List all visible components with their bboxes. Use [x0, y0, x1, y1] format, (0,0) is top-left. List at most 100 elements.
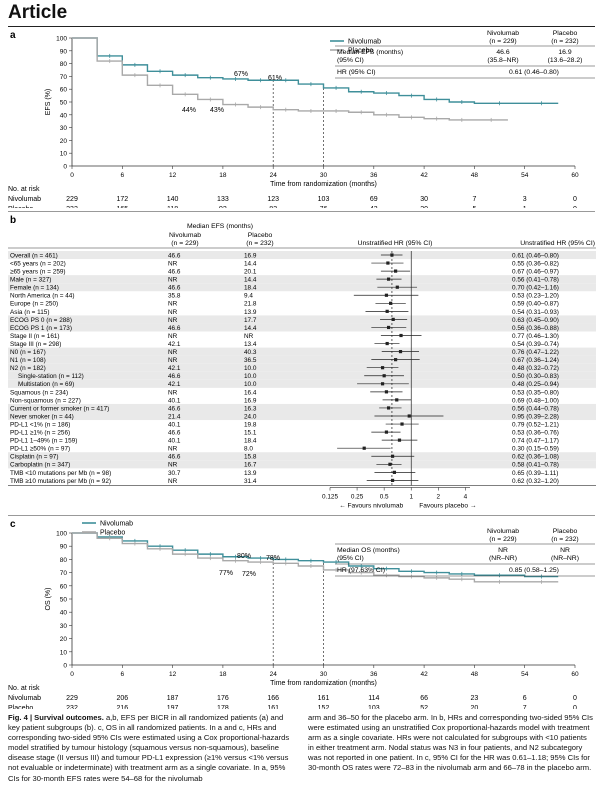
- subgroup-label: Single-station (n = 112): [18, 373, 84, 380]
- y-tick-label: 40: [60, 610, 68, 617]
- hr-value: 0.74 (0.47–1.17): [512, 438, 559, 445]
- hr-value: 0.53 (0.36–0.76): [512, 430, 559, 437]
- hr-point: [380, 382, 385, 386]
- risk-value-placebo: 232: [66, 206, 78, 208]
- risk-value-placebo: 178: [217, 705, 229, 709]
- hr-value: 0.48 (0.25–0.94): [512, 381, 559, 388]
- median-placebo: 14.4: [244, 325, 257, 332]
- median-placebo: 16.3: [244, 405, 257, 412]
- risk-value-placebo: 197: [167, 705, 179, 709]
- hr-value: 0.76 (0.47–1.22): [512, 349, 559, 356]
- risk-value-nivolumab: 140: [167, 196, 179, 203]
- subgroup-label: N0 (n = 167): [10, 349, 46, 356]
- risk-value-placebo: 103: [368, 705, 380, 709]
- median-nivolumab: 42.1: [168, 365, 181, 372]
- table-col-pbo-n: (n = 232): [551, 536, 578, 543]
- median-placebo: 40.3: [244, 349, 257, 356]
- median-placebo: 24.0: [244, 413, 257, 420]
- y-tick-label: 20: [60, 138, 68, 145]
- x-tick-label: 60: [571, 172, 579, 179]
- x-tick-label: 30: [320, 671, 328, 678]
- caption-text-1: a,b, EFS per BICR in all randomized pati…: [8, 713, 290, 783]
- table-row1-nivo: NR: [498, 547, 508, 554]
- y-tick-label: 20: [60, 636, 68, 643]
- median-nivolumab: NR: [168, 446, 178, 453]
- hr-value: 0.77 (0.46–1.30): [512, 333, 559, 340]
- forest-x-tick-label: 0.125: [322, 493, 338, 500]
- median-nivolumab: NR: [168, 260, 178, 267]
- median-nivolumab: 42.1: [168, 381, 181, 388]
- hr-point: [362, 446, 366, 450]
- x-tick-label: 6: [120, 671, 124, 678]
- figure-caption: Fig. 4 | Survival outcomes. a,b, EFS per…: [8, 713, 596, 784]
- x-tick-label: 12: [169, 671, 177, 678]
- median-placebo: 10.0: [244, 373, 257, 380]
- hr-value: 0.69 (0.48–1.00): [512, 397, 559, 404]
- median-nivolumab: NR: [168, 277, 178, 284]
- table-col-pbo: Placebo: [553, 528, 578, 535]
- risk-value-placebo: 20: [420, 206, 428, 208]
- subgroup-label: TMB <10 mutations per Mb (n = 98): [10, 470, 111, 477]
- landmark-annotation: 61%: [268, 75, 282, 82]
- x-tick-label: 0: [70, 671, 74, 678]
- risk-value-placebo: 232: [66, 705, 78, 709]
- subgroup-label: Stage III (n = 298): [10, 341, 61, 348]
- risk-value-placebo: 0: [573, 206, 577, 208]
- landmark-annotation: 80%: [237, 553, 251, 560]
- subgroup-label: Squamous (n = 234): [10, 389, 68, 396]
- hr-value: 0.54 (0.39–0.74): [512, 341, 559, 348]
- x-tick-label: 30: [320, 172, 328, 179]
- y-tick-label: 90: [60, 48, 68, 55]
- subgroup-label: PD-L1 ≥1% (n = 256): [10, 430, 70, 437]
- risk-value-nivolumab: 23: [471, 695, 479, 702]
- favours-placebo: Favours placebo →: [419, 502, 476, 509]
- table-row1-label: Median EFS (months): [337, 49, 403, 56]
- row-shade: [8, 452, 596, 461]
- median-placebo: 16.7: [244, 462, 257, 469]
- risk-value-nivolumab: 0: [573, 695, 577, 702]
- median-placebo: 15.1: [244, 430, 257, 437]
- risk-row-label-nivolumab: Nivolumab: [8, 695, 41, 702]
- median-nivolumab: 46.6: [168, 373, 181, 380]
- hr-point: [397, 438, 402, 442]
- km-curve-nivolumab: [72, 37, 559, 104]
- median-nivolumab: 40.1: [168, 397, 181, 404]
- median-placebo: 17.7: [244, 317, 257, 324]
- hr-point: [386, 261, 390, 265]
- risk-value-placebo: 0: [573, 705, 577, 709]
- forest-x-tick-label: 2: [437, 493, 441, 500]
- subgroup-label: ≥65 years (n = 259): [10, 269, 66, 276]
- risk-value-nivolumab: 0: [573, 196, 577, 203]
- y-tick-label: 100: [56, 36, 67, 43]
- median-placebo: 14.4: [244, 260, 257, 267]
- risk-value-placebo: 216: [116, 705, 128, 709]
- subgroup-label: Female (n = 134): [10, 285, 59, 292]
- hr-value: 0.70 (0.42–1.16): [512, 285, 559, 292]
- row-shade: [8, 412, 596, 421]
- hr-value: 0.79 (0.52–1.21): [512, 421, 559, 428]
- risk-value-nivolumab: 161: [318, 695, 330, 702]
- x-tick-label: 54: [521, 671, 529, 678]
- median-placebo: 16.9: [244, 397, 257, 404]
- hr-point: [389, 301, 393, 305]
- subgroup-label: ECOG PS 1 (n = 173): [10, 325, 72, 332]
- hr-point: [384, 390, 389, 394]
- median-placebo: 13.4: [244, 341, 257, 348]
- x-tick-label: 42: [420, 671, 428, 678]
- hr-value: 0.62 (0.36–1.08): [512, 454, 559, 461]
- y-tick-label: 90: [60, 544, 68, 551]
- y-tick-label: 100: [56, 531, 67, 538]
- favours-nivolumab: ← Favours nivolumab: [339, 502, 403, 509]
- risk-row-label-nivolumab: Nivolumab: [8, 196, 41, 203]
- subgroup-label: Carboplatin (n = 347): [10, 462, 70, 469]
- header-median-efs: Median EFS (months): [187, 223, 253, 230]
- header-placebo-n: (n = 232): [246, 240, 273, 247]
- hr-value: 0.62 (0.32–1.20): [512, 478, 559, 485]
- hr-point: [380, 366, 385, 370]
- median-nivolumab: NR: [168, 301, 178, 308]
- km-curve-placebo: [72, 37, 508, 121]
- y-tick-label: 60: [60, 87, 68, 94]
- table-row1-label2: (95% CI): [337, 555, 364, 562]
- km-curve-placebo: [72, 532, 559, 583]
- median-nivolumab: NR: [168, 317, 178, 324]
